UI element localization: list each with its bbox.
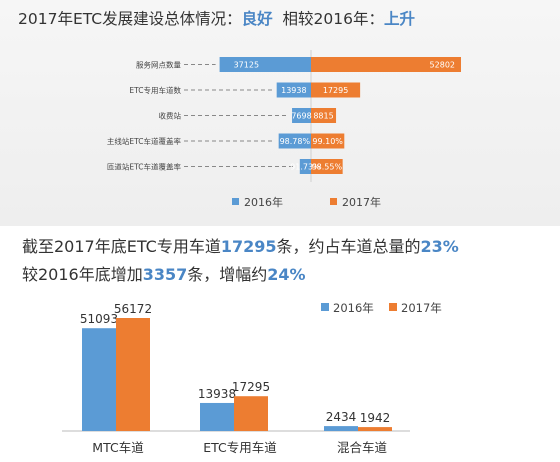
bar-2017 (311, 57, 461, 72)
summary-1-percent: 23% (420, 237, 459, 256)
summary-2-percent: 24% (267, 265, 306, 284)
bar-2016 (292, 108, 311, 123)
column-value-label: 56172 (114, 302, 152, 316)
column-2017 (116, 318, 150, 431)
value-label-2016: 13938 (281, 86, 306, 95)
value-label-2016: 98.78% (280, 137, 311, 146)
x-tick-label: ETC专用车道 (203, 440, 277, 455)
column-2016 (82, 328, 116, 431)
value-label-2017: 17295 (323, 86, 348, 95)
value-label-2016: 7698 (291, 112, 311, 121)
bar-2017 (311, 108, 337, 123)
headline-compare: 相较2016年： (282, 10, 384, 28)
summary-1a: 截至2017年底ETC专用车道 (22, 237, 221, 256)
bar-2017 (311, 133, 345, 149)
top-panel (0, 0, 560, 226)
column-2017 (358, 427, 392, 431)
legend-label-2017: 2017年 (401, 301, 442, 315)
bar-2016 (278, 133, 311, 149)
x-tick-label: 混合车道 (337, 440, 388, 455)
bar-2017 (311, 159, 343, 174)
legend-swatch-2016 (321, 303, 329, 311)
x-tick-label: MTC车道 (92, 440, 144, 455)
butterfly-chart: 服务网点数量 37125 52802 ETC专用车道数 13938 17295 收费站 769… (107, 50, 461, 209)
legend-swatch-2017 (330, 198, 337, 205)
summary-1-number: 17295 (220, 237, 277, 256)
column-value-label: 1942 (360, 411, 391, 425)
value-label-2016: 37125 (234, 61, 259, 70)
page-title: 2017年ETC发展建设总体情况：良好 相较2016年：上升 (18, 6, 558, 32)
legend-label-2016: 2016年 (244, 195, 283, 209)
column-value-label: 51093 (80, 312, 118, 326)
summary-1b: 条，约占车道总量的 (276, 237, 421, 256)
summary-line-1: 截至2017年底ETC专用车道17295条，约占车道总量的23% (22, 233, 459, 257)
bar-2017 (311, 82, 361, 98)
legend-swatch-2016 (232, 198, 239, 205)
category-label: 服务网点数量 (136, 60, 181, 70)
legend-label-2017: 2017年 (342, 195, 381, 209)
value-label-2017: 8815 (313, 112, 333, 121)
summary-line-2: 较2016年底增加3357条，增幅约24% (22, 261, 306, 285)
legend-label-2016: 2016年 (333, 301, 374, 315)
value-label-2016: 91.73% (290, 163, 321, 172)
category-label: 主线站ETC车道覆盖率 (107, 136, 182, 146)
headline-prefix: 2017年ETC发展建设总体情况： (18, 10, 242, 28)
bar-2016 (276, 82, 311, 98)
value-label-2017: 98.55% (312, 163, 343, 172)
column-value-label: 13938 (198, 387, 236, 401)
summary-2-number: 3357 (142, 265, 188, 284)
legend-swatch-2017 (389, 303, 397, 311)
bar-2016 (219, 57, 311, 72)
headline-trend: 上升 (383, 10, 415, 28)
headline-status: 良好 (241, 10, 273, 28)
category-label: ETC专用车道数 (129, 85, 181, 95)
category-label: 匝道站ETC车道覆盖率 (107, 162, 182, 172)
value-label-2017: 52802 (430, 61, 455, 70)
column-2016 (324, 426, 358, 431)
category-label: 收费站 (159, 111, 182, 121)
column-2017 (234, 396, 268, 431)
value-label-2017: 99.10% (312, 137, 343, 146)
column-value-label: 17295 (232, 380, 270, 394)
summary-2b: 条，增幅约 (187, 265, 268, 284)
summary-2a: 较2016年底增加 (22, 265, 143, 284)
column-value-label: 2434 (326, 410, 357, 424)
bar-2016 (299, 159, 311, 174)
column-2016 (200, 402, 234, 431)
